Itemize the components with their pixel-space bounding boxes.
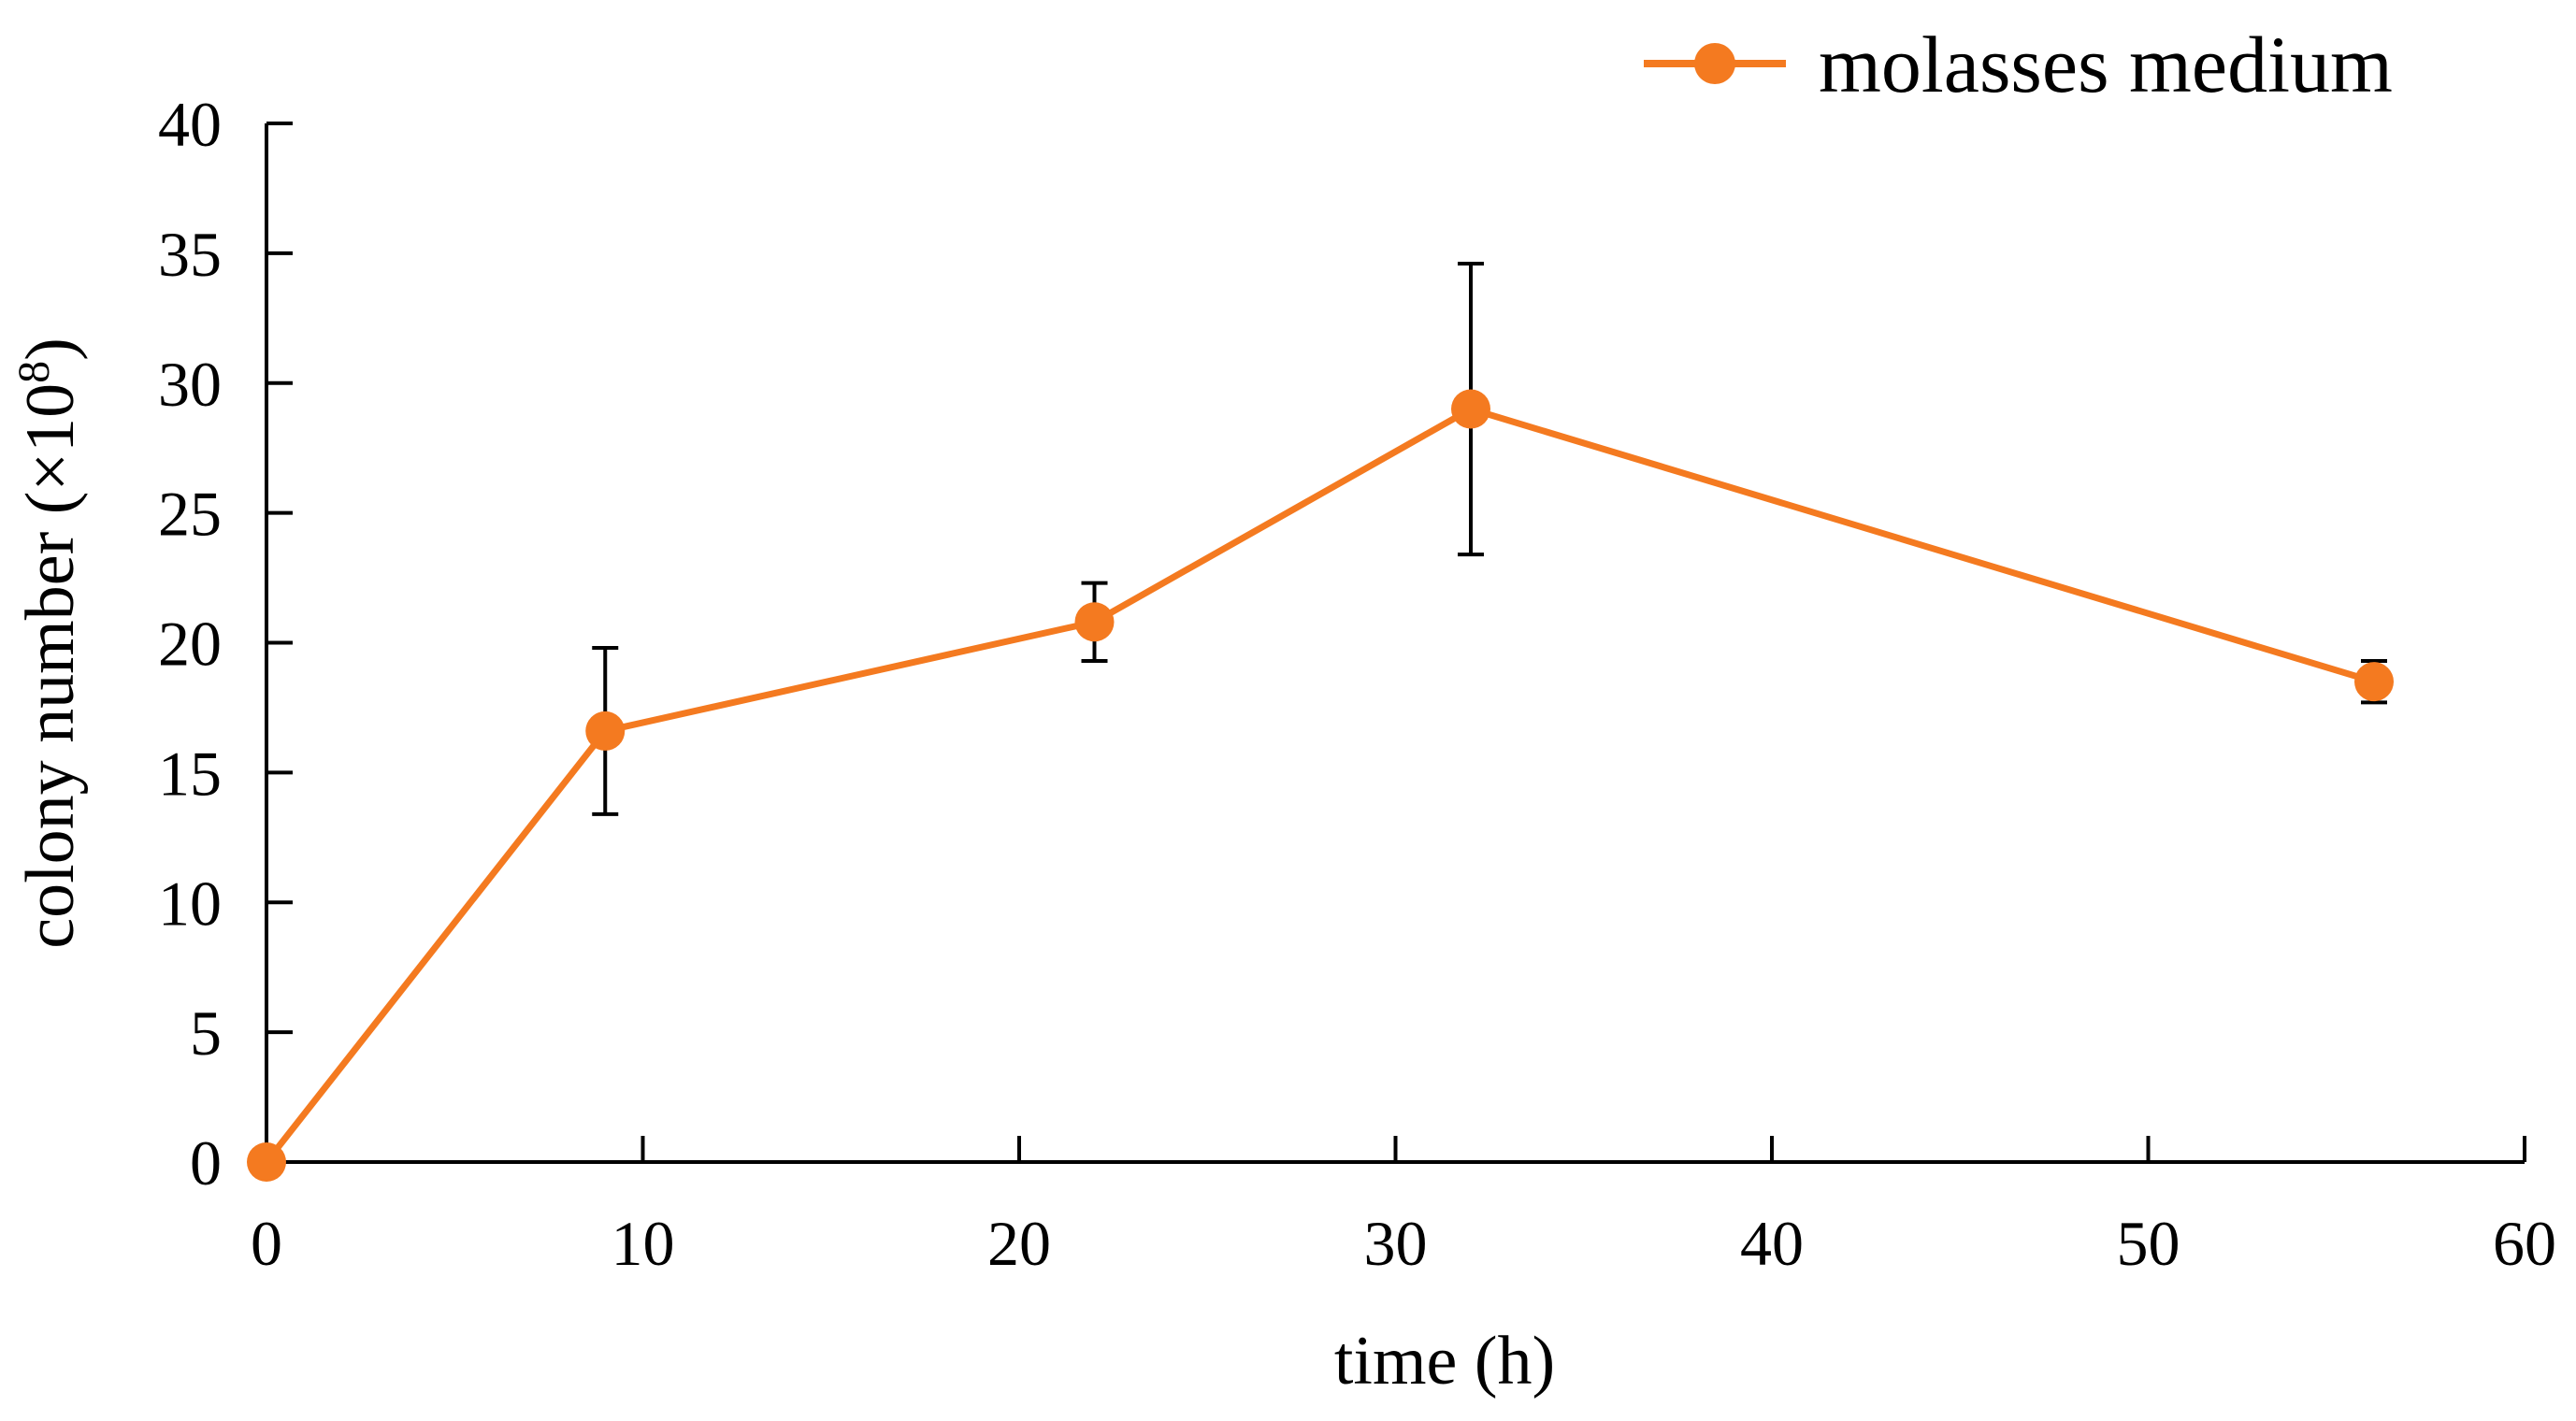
y-tick-label-1: 5	[190, 998, 222, 1069]
y-tick-label-8: 40	[158, 89, 222, 160]
data-point-0	[247, 1142, 286, 1182]
y-axis-title-suffix: )	[12, 337, 89, 361]
legend: molasses medium	[1644, 20, 2393, 109]
y-tick-label-5: 25	[158, 479, 222, 550]
x-tick-label-6: 60	[2493, 1208, 2556, 1279]
y-tick-label-2: 10	[158, 868, 222, 939]
legend-label: molasses medium	[1819, 20, 2393, 109]
x-tick-label-1: 10	[612, 1208, 675, 1279]
data-point-2	[1074, 602, 1115, 642]
y-axis-title: colony number (×108)	[9, 337, 89, 948]
y-axis-ticks: 0 5 10 15 20 25 30 35 40	[158, 89, 293, 1199]
y-tick-label-6: 30	[158, 349, 222, 420]
y-tick-label-3: 15	[158, 738, 222, 809]
x-axis-ticks: 0 10 20 30 40 50 60	[251, 1136, 2556, 1279]
x-tick-label-2: 20	[987, 1208, 1051, 1279]
y-tick-label-0: 0	[190, 1127, 222, 1199]
data-point-1	[585, 710, 626, 751]
data-point-4	[2354, 662, 2394, 702]
x-tick-label-5: 50	[2117, 1208, 2180, 1279]
legend-marker-swatch	[1694, 43, 1735, 84]
y-tick-label-7: 35	[158, 219, 222, 290]
data-point-3	[1451, 389, 1490, 429]
y-tick-label-4: 20	[158, 609, 222, 680]
x-axis-title: time (h)	[1334, 1323, 1555, 1399]
y-axis-title-text: colony number (×10	[12, 383, 89, 949]
x-tick-label-3: 30	[1364, 1208, 1428, 1279]
plot-area	[247, 261, 2394, 1182]
y-axis-title-exponent: 8	[9, 361, 59, 383]
x-tick-label-0: 0	[251, 1208, 282, 1279]
x-tick-label-4: 40	[1740, 1208, 1804, 1279]
series-line-0	[264, 406, 2376, 1165]
